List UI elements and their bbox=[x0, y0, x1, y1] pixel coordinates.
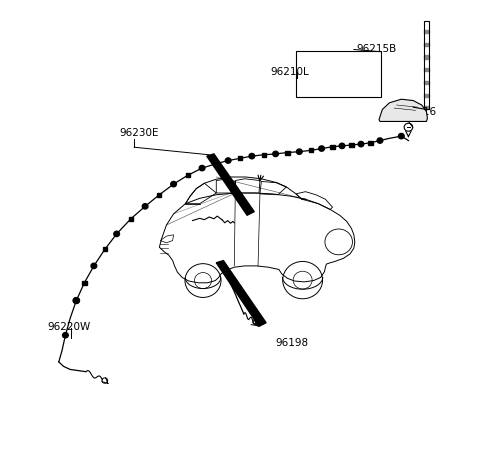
Circle shape bbox=[199, 166, 205, 171]
Polygon shape bbox=[424, 30, 429, 33]
Text: 96220W: 96220W bbox=[48, 322, 91, 332]
Bar bbox=[186, 173, 190, 177]
Polygon shape bbox=[424, 68, 429, 72]
Bar bbox=[262, 153, 266, 157]
Text: 96210L: 96210L bbox=[271, 67, 310, 76]
Polygon shape bbox=[424, 81, 429, 84]
Circle shape bbox=[171, 181, 177, 187]
Bar bbox=[129, 217, 133, 221]
Bar bbox=[238, 156, 242, 160]
Bar bbox=[103, 248, 107, 252]
Polygon shape bbox=[379, 99, 427, 122]
Polygon shape bbox=[424, 106, 429, 109]
Circle shape bbox=[297, 149, 302, 154]
Polygon shape bbox=[207, 154, 254, 215]
Circle shape bbox=[62, 333, 68, 338]
Polygon shape bbox=[424, 94, 429, 97]
Circle shape bbox=[225, 158, 231, 163]
Bar bbox=[309, 148, 313, 153]
Circle shape bbox=[114, 231, 120, 237]
Circle shape bbox=[273, 151, 278, 157]
Circle shape bbox=[73, 298, 79, 303]
Circle shape bbox=[142, 204, 148, 209]
Text: 96198: 96198 bbox=[276, 338, 309, 348]
Circle shape bbox=[358, 141, 364, 147]
Bar bbox=[368, 141, 372, 145]
Text: 96215B: 96215B bbox=[356, 45, 396, 54]
Bar bbox=[82, 281, 86, 285]
Bar bbox=[349, 143, 354, 147]
Circle shape bbox=[91, 263, 96, 269]
Text: 96230E: 96230E bbox=[119, 128, 158, 138]
Circle shape bbox=[398, 134, 404, 139]
Polygon shape bbox=[424, 55, 429, 59]
Bar bbox=[285, 151, 289, 154]
Circle shape bbox=[319, 146, 324, 151]
Bar bbox=[330, 145, 335, 149]
Circle shape bbox=[249, 153, 255, 159]
Polygon shape bbox=[216, 261, 266, 326]
Bar bbox=[214, 162, 218, 166]
Text: 96216: 96216 bbox=[404, 107, 437, 117]
Circle shape bbox=[377, 138, 383, 143]
Bar bbox=[157, 193, 161, 197]
Polygon shape bbox=[424, 43, 429, 46]
Circle shape bbox=[339, 143, 345, 148]
